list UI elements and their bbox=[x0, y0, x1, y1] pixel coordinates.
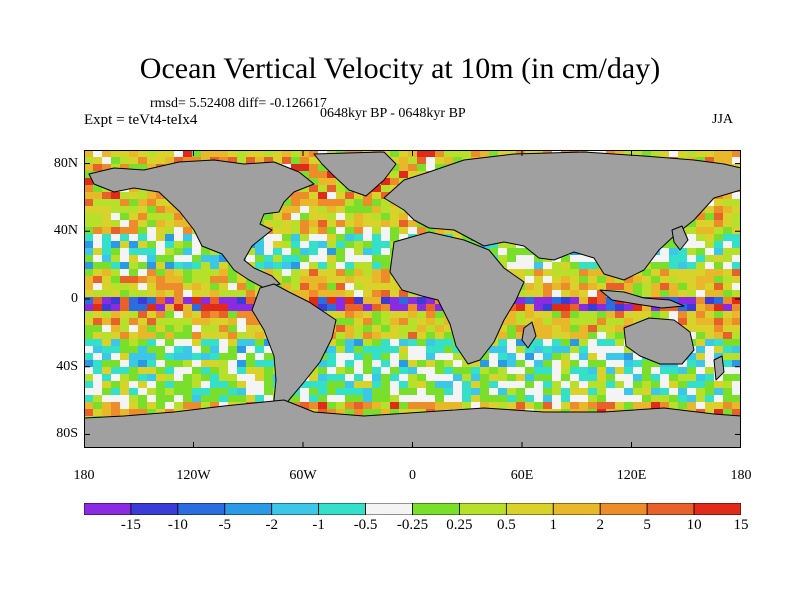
lat-label: 80N bbox=[53, 155, 78, 171]
world-map bbox=[84, 150, 741, 448]
south-america bbox=[251, 283, 337, 413]
colorbar-label: -0.5 bbox=[353, 517, 378, 533]
colorbar-label: -15 bbox=[120, 517, 141, 533]
colorbar bbox=[84, 503, 741, 515]
colorbar-swatch bbox=[459, 503, 507, 515]
colorbar-label: 0.25 bbox=[446, 517, 473, 533]
lon-label: 120W bbox=[176, 468, 211, 483]
lat-label: 80S bbox=[56, 426, 78, 442]
colorbar-label: -0.25 bbox=[396, 517, 429, 533]
greenland bbox=[313, 151, 397, 197]
lat-label: 40N bbox=[53, 223, 78, 239]
colorbar-label: 2 bbox=[596, 517, 604, 533]
lon-label: 180 bbox=[730, 468, 752, 483]
experiment-label: Expt = teVt4-teIx4 bbox=[84, 112, 198, 128]
colorbar-swatch bbox=[365, 503, 413, 515]
colorbar-swatch bbox=[177, 503, 226, 515]
colorbar-label: 1 bbox=[549, 517, 558, 533]
stats-text: rmsd= 5.52408 diff= -0.126617 bbox=[150, 96, 327, 111]
colorbar-label: -1 bbox=[312, 517, 325, 533]
africa bbox=[389, 231, 525, 365]
eurasia bbox=[383, 151, 741, 281]
colorbar-swatch bbox=[693, 503, 741, 515]
colorbar-swatch bbox=[599, 503, 648, 515]
colorbar-swatch bbox=[412, 503, 460, 515]
land-masses bbox=[84, 151, 741, 448]
lat-label: 0 bbox=[71, 291, 78, 306]
colorbar-swatch bbox=[84, 503, 132, 515]
colorbar-swatch bbox=[552, 503, 601, 515]
lon-label: 0 bbox=[409, 468, 416, 483]
chart-title: Ocean Vertical Velocity at 10m (in cm/da… bbox=[139, 52, 661, 85]
colorbar-label: -5 bbox=[218, 517, 232, 533]
lon-label: 120E bbox=[616, 468, 647, 483]
colorbar-swatch bbox=[318, 503, 366, 515]
colorbar-swatch bbox=[505, 503, 554, 515]
colorbar-label: 5 bbox=[643, 517, 651, 533]
lon-label: 60W bbox=[289, 468, 317, 483]
colorbar-swatch bbox=[271, 503, 320, 515]
colorbar-swatch bbox=[646, 503, 695, 515]
colorbar-label: -10 bbox=[167, 517, 188, 533]
colorbar-label: -2 bbox=[265, 517, 278, 533]
colorbar-swatch bbox=[224, 503, 273, 515]
madagascar bbox=[521, 321, 537, 349]
colorbar-swatch bbox=[130, 503, 179, 515]
new-zealand bbox=[713, 355, 725, 381]
lon-label: 180 bbox=[73, 468, 95, 483]
colorbar-label: 10 bbox=[686, 517, 702, 533]
colorbar-label: 15 bbox=[733, 517, 749, 533]
season-label: JJA bbox=[712, 112, 734, 127]
australia bbox=[623, 317, 695, 365]
lat-label: 40S bbox=[56, 358, 78, 374]
north-america bbox=[88, 159, 315, 289]
colorbar-label: 0.5 bbox=[496, 517, 516, 533]
antarctica bbox=[84, 399, 741, 448]
period-label: 0648kyr BP - 0648kyr BP bbox=[320, 106, 466, 121]
lon-label: 60E bbox=[510, 468, 534, 483]
indonesia bbox=[599, 289, 685, 309]
japan bbox=[671, 225, 689, 251]
